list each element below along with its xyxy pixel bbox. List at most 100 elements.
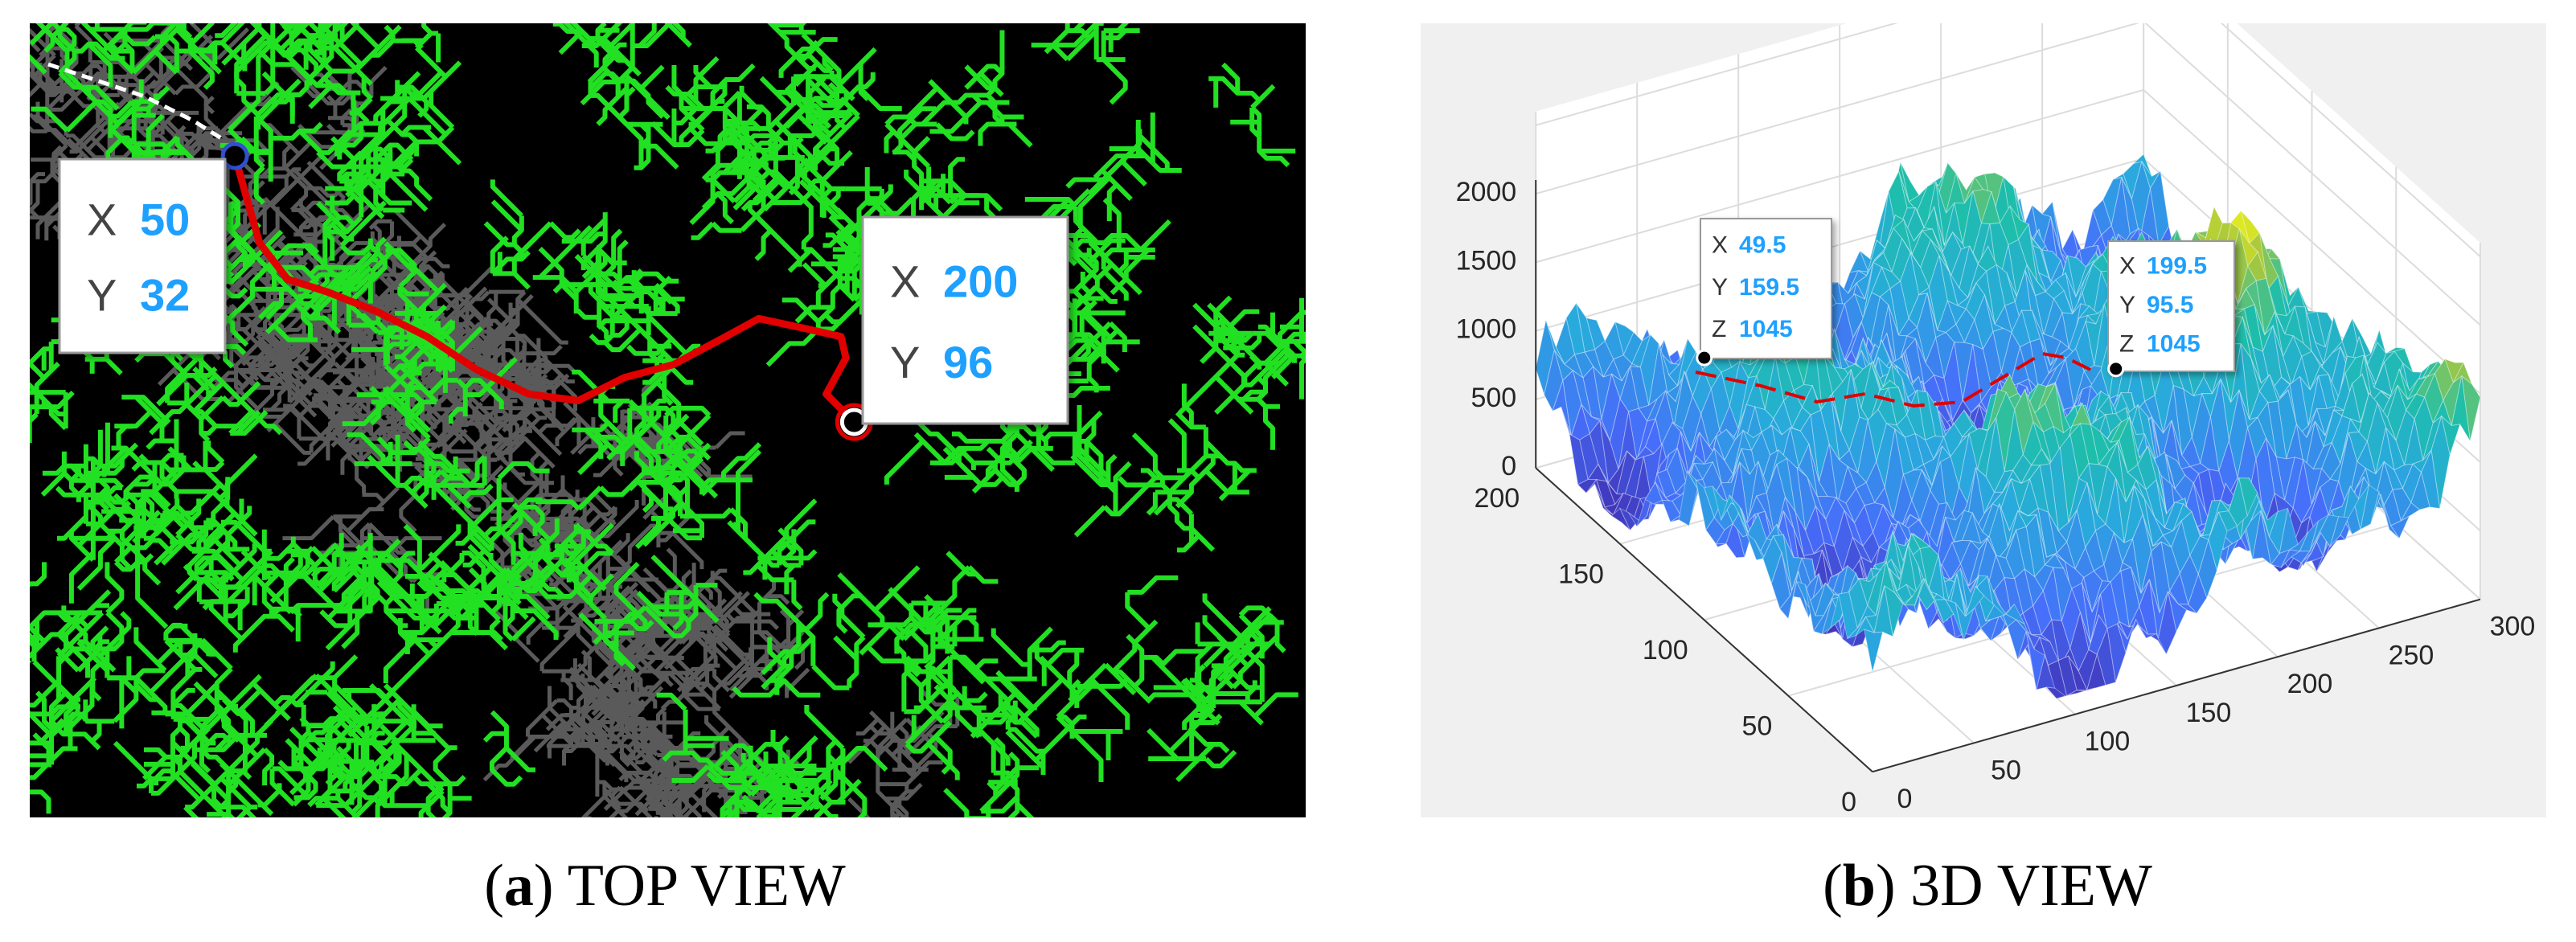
- branch: [305, 80, 351, 106]
- surface-cell: [2415, 372, 2436, 398]
- branch: [319, 609, 351, 629]
- branch: [798, 23, 807, 33]
- branch: [581, 23, 622, 48]
- branch: [236, 0, 258, 14]
- branch: [863, 739, 916, 779]
- branch: [390, 257, 443, 283]
- branch: [429, 428, 459, 454]
- branch: [384, 630, 453, 700]
- branch: [482, 526, 516, 565]
- branch: [1286, 353, 1306, 363]
- branch: [1203, 642, 1229, 668]
- branch: [490, 568, 509, 615]
- surface-cell: [2020, 309, 2041, 342]
- branch: [933, 637, 986, 685]
- branch: [341, 611, 360, 649]
- surface-cell: [2410, 470, 2430, 510]
- branch: [671, 64, 698, 111]
- branch: [828, 215, 867, 248]
- branch: [426, 782, 452, 815]
- branch: [105, 562, 125, 615]
- branch: [612, 533, 630, 556]
- branch: [835, 775, 868, 817]
- branch: [30, 360, 46, 380]
- branch: [251, 681, 291, 721]
- branch: [837, 256, 856, 302]
- branch: [964, 63, 1004, 90]
- branch: [475, 596, 501, 622]
- surface-cell: [1738, 358, 1759, 379]
- branch: [489, 746, 523, 787]
- branch: [687, 84, 718, 96]
- branch: [53, 23, 55, 24]
- branch: [511, 552, 530, 576]
- branch: [597, 302, 609, 339]
- branch: [228, 327, 274, 360]
- branch: [977, 727, 996, 773]
- branch: [986, 713, 1010, 725]
- branch: [638, 23, 657, 48]
- branch: [941, 194, 967, 219]
- branch: [0, 399, 15, 414]
- branch: [582, 816, 593, 817]
- branch: [317, 398, 349, 430]
- branch: [112, 46, 164, 79]
- branch: [732, 605, 771, 616]
- branch: [345, 152, 371, 198]
- branch: [264, 536, 296, 561]
- branch: [623, 72, 671, 121]
- branch: [253, 116, 265, 169]
- branch: [159, 23, 179, 44]
- surface-cell: [1700, 387, 1721, 448]
- branch: [185, 683, 218, 716]
- branch: [858, 63, 870, 101]
- branch: [214, 666, 233, 712]
- branch: [318, 23, 334, 48]
- branch: [199, 749, 211, 774]
- branch: [48, 407, 68, 431]
- branch: [30, 638, 39, 651]
- branch: [593, 434, 626, 466]
- branch: [766, 594, 790, 605]
- branch: [439, 456, 458, 487]
- branch: [994, 766, 1019, 792]
- branch: [650, 121, 705, 147]
- branch: [806, 149, 853, 190]
- branch: [600, 598, 634, 637]
- branch: [30, 389, 47, 408]
- branch: [564, 727, 617, 746]
- branch: [429, 91, 455, 129]
- branch: [3, 0, 25, 7]
- branch: [576, 308, 600, 320]
- branch: [221, 26, 261, 66]
- branch: [802, 262, 827, 288]
- surface-cell: [2461, 375, 2481, 441]
- surface-cell: [1848, 249, 1869, 273]
- branch: [441, 784, 453, 817]
- branch: [1176, 468, 1201, 480]
- branch: [800, 735, 818, 768]
- branch: [572, 420, 610, 432]
- branch: [873, 565, 921, 612]
- branch: [1067, 649, 1080, 686]
- branch: [662, 750, 716, 769]
- branch: [113, 740, 154, 793]
- branch: [1077, 175, 1111, 228]
- branch: [728, 632, 755, 699]
- branch: [50, 23, 52, 24]
- branch: [746, 140, 798, 174]
- branch: [68, 530, 96, 562]
- branch: [634, 420, 654, 473]
- branch: [1218, 469, 1252, 502]
- surface-cell: [1621, 362, 1641, 382]
- branch: [539, 493, 577, 504]
- branch: [613, 621, 626, 667]
- branch: [552, 23, 592, 46]
- branch: [31, 106, 69, 133]
- branch: [69, 121, 113, 154]
- branch: [339, 251, 379, 291]
- branch: [1145, 692, 1198, 704]
- branch: [169, 0, 191, 2]
- branch: [125, 0, 146, 8]
- surface-cell: [2301, 350, 2321, 391]
